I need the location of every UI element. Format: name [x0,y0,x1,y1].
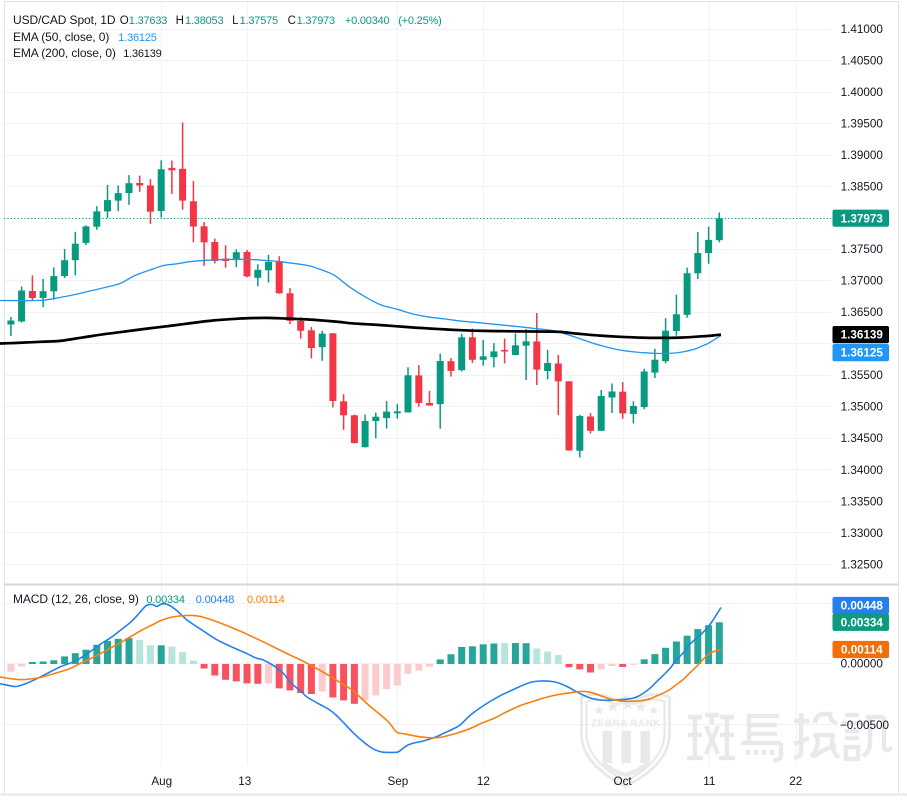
svg-text:1.35500: 1.35500 [841,369,884,382]
svg-text:EMA (50, close, 0): EMA (50, close, 0) [13,30,109,44]
svg-text:1.40500: 1.40500 [841,54,884,67]
svg-text:+0.00340: +0.00340 [345,15,390,27]
svg-text:0.00448: 0.00448 [196,594,234,606]
svg-text:0.00114: 0.00114 [247,594,285,606]
svg-text:1.38500: 1.38500 [841,180,884,193]
svg-text:0.00114: 0.00114 [841,644,883,657]
svg-text:0.00334: 0.00334 [146,594,184,606]
svg-text:1.37500: 1.37500 [841,243,884,256]
svg-text:−0.00500: −0.00500 [840,719,890,732]
svg-text:22: 22 [789,775,802,788]
svg-text:0.00000: 0.00000 [841,658,884,671]
svg-text:1.36139: 1.36139 [841,329,884,342]
svg-text:Sep: Sep [388,775,409,788]
svg-text:1.33500: 1.33500 [841,495,884,508]
svg-text:0.00448: 0.00448 [841,600,884,613]
svg-text:H: H [176,15,184,27]
svg-text:0.00334: 0.00334 [841,616,884,629]
svg-text:1.36500: 1.36500 [841,306,884,319]
svg-text:1.41000: 1.41000 [841,23,884,36]
svg-text:1.35000: 1.35000 [841,401,884,414]
svg-text:1.40000: 1.40000 [841,86,884,99]
svg-text:1.36125: 1.36125 [118,32,156,44]
svg-text:USD/CAD Spot, 1D: USD/CAD Spot, 1D [13,13,116,27]
svg-text:11: 11 [703,775,715,788]
svg-text:1.37973: 1.37973 [841,212,884,225]
svg-text:1.38053: 1.38053 [185,15,223,27]
svg-text:1.32500: 1.32500 [841,558,884,571]
svg-text:(+0.25%): (+0.25%) [398,15,441,27]
svg-text:C: C [288,15,296,27]
svg-text:1.33000: 1.33000 [841,527,884,540]
svg-text:13: 13 [238,775,251,788]
svg-text:1.37973: 1.37973 [297,15,335,27]
svg-text:1.34500: 1.34500 [841,432,884,445]
svg-text:L: L [232,15,239,27]
svg-text:1.37000: 1.37000 [841,275,884,288]
svg-text:EMA (200, close, 0): EMA (200, close, 0) [13,46,116,60]
svg-text:MACD (12, 26, close, 9): MACD (12, 26, close, 9) [13,592,139,606]
svg-text:Oct: Oct [614,775,633,788]
svg-text:1.36125: 1.36125 [841,347,884,360]
svg-text:O: O [120,15,129,27]
svg-text:1.34000: 1.34000 [841,464,884,477]
svg-text:Aug: Aug [151,775,172,788]
svg-text:1.39500: 1.39500 [841,117,884,130]
svg-text:1.37575: 1.37575 [240,15,278,27]
svg-text:1.39000: 1.39000 [841,149,884,162]
svg-text:1.36139: 1.36139 [123,48,161,60]
svg-text:12: 12 [477,775,490,788]
svg-text:ZEBRA RANK: ZEBRA RANK [591,719,661,730]
svg-text:1.37633: 1.37633 [129,15,167,27]
